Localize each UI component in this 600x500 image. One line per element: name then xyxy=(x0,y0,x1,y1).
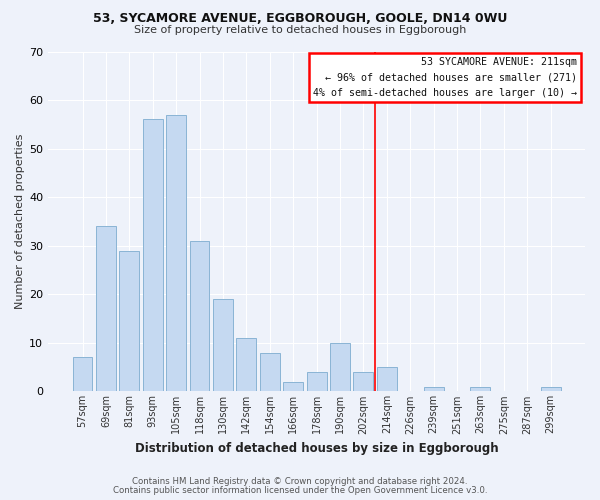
Bar xyxy=(377,367,397,392)
Bar xyxy=(307,372,326,392)
Bar xyxy=(424,386,443,392)
Bar xyxy=(213,299,233,392)
Text: Contains HM Land Registry data © Crown copyright and database right 2024.: Contains HM Land Registry data © Crown c… xyxy=(132,477,468,486)
Bar xyxy=(190,241,209,392)
Text: Size of property relative to detached houses in Eggborough: Size of property relative to detached ho… xyxy=(134,25,466,35)
Text: Contains public sector information licensed under the Open Government Licence v3: Contains public sector information licen… xyxy=(113,486,487,495)
Bar xyxy=(73,358,92,392)
Bar xyxy=(541,386,560,392)
Bar xyxy=(330,343,350,392)
X-axis label: Distribution of detached houses by size in Eggborough: Distribution of detached houses by size … xyxy=(135,442,499,455)
Y-axis label: Number of detached properties: Number of detached properties xyxy=(15,134,25,309)
Bar xyxy=(260,352,280,392)
Bar xyxy=(119,250,139,392)
Bar xyxy=(353,372,373,392)
Bar xyxy=(143,120,163,392)
Text: 53, SYCAMORE AVENUE, EGGBOROUGH, GOOLE, DN14 0WU: 53, SYCAMORE AVENUE, EGGBOROUGH, GOOLE, … xyxy=(93,12,507,26)
Bar xyxy=(236,338,256,392)
Bar xyxy=(166,114,186,392)
Bar xyxy=(96,226,116,392)
Bar xyxy=(283,382,303,392)
Text: 53 SYCAMORE AVENUE: 211sqm
← 96% of detached houses are smaller (271)
4% of semi: 53 SYCAMORE AVENUE: 211sqm ← 96% of deta… xyxy=(313,56,577,98)
Bar xyxy=(470,386,490,392)
